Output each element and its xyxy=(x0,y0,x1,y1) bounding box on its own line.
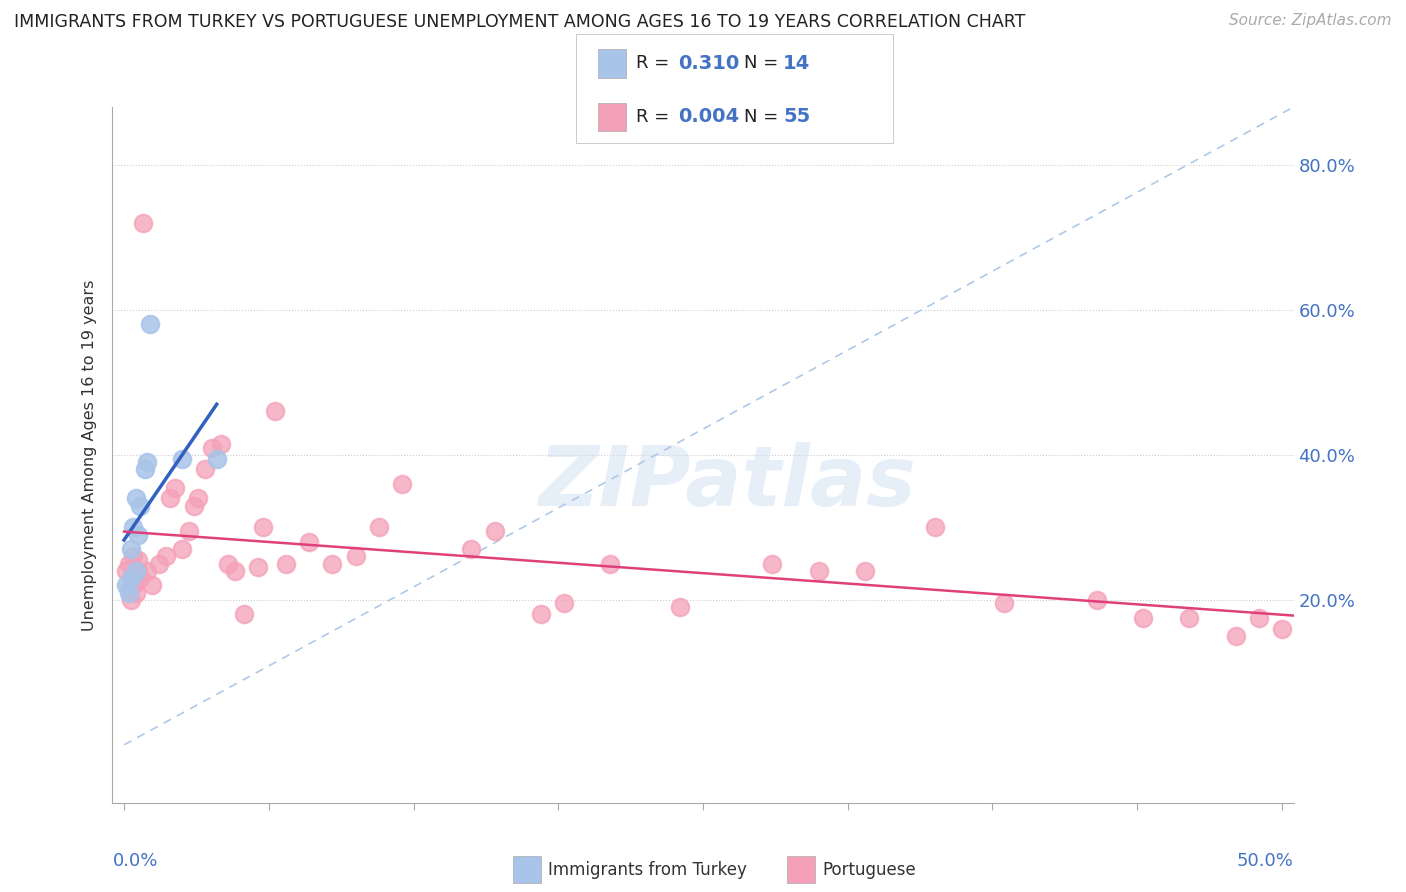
Point xyxy=(187,491,209,506)
Point xyxy=(391,476,413,491)
Point xyxy=(141,578,163,592)
Point xyxy=(247,560,270,574)
Point xyxy=(761,557,783,571)
Point xyxy=(209,437,232,451)
Point xyxy=(120,592,142,607)
Text: R =: R = xyxy=(636,108,675,126)
Point xyxy=(1178,611,1201,625)
Point xyxy=(127,527,149,541)
Point xyxy=(124,491,146,506)
Point xyxy=(276,557,298,571)
Text: 50.0%: 50.0% xyxy=(1237,852,1294,870)
Point xyxy=(252,520,274,534)
Point xyxy=(134,462,156,476)
Point xyxy=(129,571,152,585)
Point xyxy=(1085,592,1108,607)
Point xyxy=(217,557,239,571)
Point xyxy=(224,564,246,578)
Point xyxy=(163,481,186,495)
Point xyxy=(122,520,145,534)
Text: 55: 55 xyxy=(783,107,810,127)
Point xyxy=(205,451,228,466)
Point xyxy=(807,564,830,578)
Point xyxy=(115,564,138,578)
Point xyxy=(115,578,138,592)
Point xyxy=(136,564,159,578)
Point xyxy=(120,571,142,585)
Point xyxy=(131,216,153,230)
Point xyxy=(344,549,367,564)
Point xyxy=(853,564,876,578)
Point xyxy=(120,571,142,585)
Point xyxy=(127,553,149,567)
Point xyxy=(122,578,145,592)
Point xyxy=(136,455,159,469)
Text: Portuguese: Portuguese xyxy=(823,861,917,879)
Point xyxy=(148,557,170,571)
Point xyxy=(669,600,692,615)
Text: R =: R = xyxy=(636,54,675,72)
Point xyxy=(1225,629,1247,643)
Text: 0.310: 0.310 xyxy=(678,54,740,73)
Point xyxy=(321,557,343,571)
Text: IMMIGRANTS FROM TURKEY VS PORTUGUESE UNEMPLOYMENT AMONG AGES 16 TO 19 YEARS CORR: IMMIGRANTS FROM TURKEY VS PORTUGUESE UNE… xyxy=(14,13,1025,31)
Point xyxy=(298,534,321,549)
Point xyxy=(993,597,1015,611)
Point xyxy=(177,524,200,538)
Point xyxy=(118,585,141,599)
Point xyxy=(1247,611,1270,625)
Point xyxy=(183,499,205,513)
Point xyxy=(194,462,217,476)
Point xyxy=(170,542,193,557)
Text: Source: ZipAtlas.com: Source: ZipAtlas.com xyxy=(1229,13,1392,29)
Point xyxy=(263,404,285,418)
Point xyxy=(124,574,146,589)
Point xyxy=(127,564,149,578)
Point xyxy=(599,557,621,571)
Point xyxy=(484,524,506,538)
Text: ZIPatlas: ZIPatlas xyxy=(537,442,915,524)
Y-axis label: Unemployment Among Ages 16 to 19 years: Unemployment Among Ages 16 to 19 years xyxy=(82,279,97,631)
Point xyxy=(118,557,141,571)
Text: Immigrants from Turkey: Immigrants from Turkey xyxy=(548,861,747,879)
Point xyxy=(1132,611,1154,625)
Point xyxy=(122,549,145,564)
Point xyxy=(159,491,181,506)
Point xyxy=(138,318,160,332)
Text: N =: N = xyxy=(744,108,783,126)
Text: 14: 14 xyxy=(783,54,810,73)
Point xyxy=(530,607,553,622)
Point xyxy=(201,441,224,455)
Point xyxy=(367,520,389,534)
Point xyxy=(155,549,177,564)
Point xyxy=(233,607,256,622)
Point xyxy=(1271,622,1294,636)
Point xyxy=(124,564,146,578)
Point xyxy=(460,542,482,557)
Point xyxy=(170,451,193,466)
Point xyxy=(120,542,142,557)
Point xyxy=(553,597,575,611)
Text: 0.0%: 0.0% xyxy=(112,852,157,870)
Text: N =: N = xyxy=(744,54,783,72)
Point xyxy=(924,520,946,534)
Text: 0.004: 0.004 xyxy=(678,107,738,127)
Point xyxy=(118,582,141,596)
Point xyxy=(129,499,152,513)
Point xyxy=(124,585,146,599)
